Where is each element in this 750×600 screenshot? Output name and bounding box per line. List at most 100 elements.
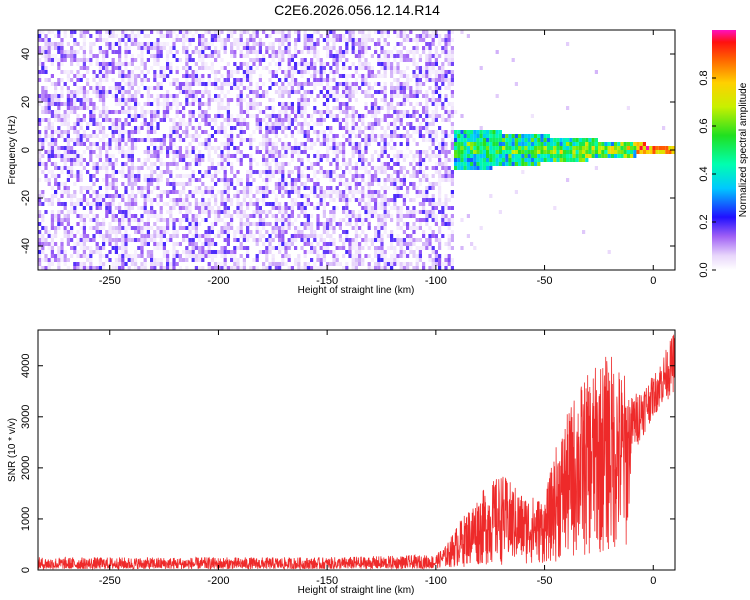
spectrogram-cell — [226, 38, 230, 42]
spectrogram-cell — [124, 214, 128, 218]
spectrogram-cell — [303, 214, 307, 218]
spectrogram-cell — [249, 106, 253, 110]
spectrogram-cell — [422, 118, 426, 122]
spectrogram-cell — [450, 106, 454, 110]
spectrogram-cell — [70, 30, 74, 34]
spectrogram-cell — [198, 110, 202, 114]
spectrogram-cell — [354, 134, 358, 138]
spectrogram-cell — [60, 210, 64, 214]
spectrogram-cell — [169, 66, 173, 70]
spectrogram-cell — [217, 250, 221, 254]
spectrogram-cell — [281, 242, 285, 246]
spectrogram-cell — [383, 134, 387, 138]
spectrogram-cell — [348, 142, 352, 146]
spectrogram-cell — [438, 230, 442, 234]
spectrogram-cell — [223, 134, 227, 138]
spectrogram-cell — [284, 246, 288, 250]
spectrogram-cell — [278, 54, 282, 58]
spectrogram-cell — [169, 210, 173, 214]
spectrogram-cell — [460, 130, 464, 134]
spectrogram-cell — [217, 262, 221, 266]
spectrogram-cell — [313, 162, 317, 166]
spectrogram-cell — [393, 58, 397, 62]
spectrogram-cell — [406, 66, 410, 70]
spectrogram-cell — [290, 66, 294, 70]
spectrogram-cell — [268, 166, 272, 170]
spectrogram-cell — [92, 166, 96, 170]
spectrogram-cell — [396, 62, 400, 66]
spectrogram-cell — [406, 38, 410, 42]
spectrogram-cell — [86, 58, 90, 62]
spectrogram-cell — [294, 82, 298, 86]
spectrogram-cell — [319, 58, 323, 62]
spectrogram-cell — [223, 198, 227, 202]
spectrogram-cell — [374, 210, 378, 214]
spectrogram-cell — [470, 150, 474, 154]
spectrogram-cell — [396, 42, 400, 46]
spectrogram-cell — [409, 262, 413, 266]
spectrogram-cell — [431, 186, 435, 190]
spectrogram-cell — [409, 214, 413, 218]
spectrogram-cell — [319, 258, 323, 262]
spectrogram-cell — [105, 134, 109, 138]
spectrogram-cell — [412, 238, 416, 242]
spectrogram-cell — [354, 50, 358, 54]
spectrogram-cell — [374, 82, 378, 86]
spectrogram-cell — [335, 70, 339, 74]
spectrogram-cell — [300, 174, 304, 178]
spectrogram-cell — [130, 38, 134, 42]
spectrogram-cell — [162, 98, 166, 102]
spectrogram-cell — [348, 190, 352, 194]
spectrogram-cell — [482, 142, 486, 146]
spectrogram-cell — [310, 74, 314, 78]
spectrogram-cell — [434, 250, 438, 254]
spectrogram-cell — [255, 126, 259, 130]
spectrogram-cell — [185, 134, 189, 138]
spectrogram-cell — [134, 98, 138, 102]
spectrogram-cell — [230, 258, 234, 262]
spectrogram-cell — [137, 226, 141, 230]
spectrogram-cell — [268, 222, 272, 226]
spectrogram-cell — [348, 86, 352, 90]
spectrogram-cell — [146, 210, 150, 214]
spectrogram-cell — [150, 154, 154, 158]
spectrogram-cell — [89, 174, 93, 178]
spectrogram-cell — [105, 186, 109, 190]
spectrogram-cell — [121, 246, 125, 250]
spectrogram-cell — [290, 82, 294, 86]
spectrogram-cell — [130, 118, 134, 122]
spectrogram-cell — [204, 82, 208, 86]
spectrogram-cell — [66, 174, 70, 178]
spectrogram-cell — [198, 90, 202, 94]
spectrogram-cell — [89, 226, 93, 230]
spectrogram-cell — [425, 154, 429, 158]
spectrogram-cell — [380, 154, 384, 158]
spectrogram-cell — [294, 78, 298, 82]
spectrogram-cell — [326, 222, 330, 226]
spectrogram-cell — [290, 110, 294, 114]
spectrogram-cell — [393, 94, 397, 98]
spectrogram-cell — [300, 98, 304, 102]
spectrogram-cell — [377, 178, 381, 182]
spectrogram-cell — [431, 198, 435, 202]
spectrogram-cell — [239, 218, 243, 222]
spectrogram-cell — [185, 174, 189, 178]
spectrogram-cell — [332, 106, 336, 110]
spectrogram-cell — [249, 46, 253, 50]
spectrogram-cell — [185, 226, 189, 230]
spectrogram-cell — [172, 266, 176, 270]
spectrogram-cell — [79, 90, 83, 94]
spectrogram-cell — [130, 262, 134, 266]
spectrogram-cell — [393, 186, 397, 190]
spectrogram-cell — [70, 34, 74, 38]
spectrogram-cell — [86, 78, 90, 82]
spectrogram-cell — [50, 238, 54, 242]
spectrogram-cell — [438, 170, 442, 174]
spectrogram-cell — [60, 50, 64, 54]
spectrogram-cell — [124, 66, 128, 70]
spectrogram-cell — [271, 70, 275, 74]
spectrogram-cell — [226, 138, 230, 142]
spectrogram-cell — [249, 86, 253, 90]
spectrogram-cell — [246, 110, 250, 114]
spectrogram-cell — [297, 234, 301, 238]
